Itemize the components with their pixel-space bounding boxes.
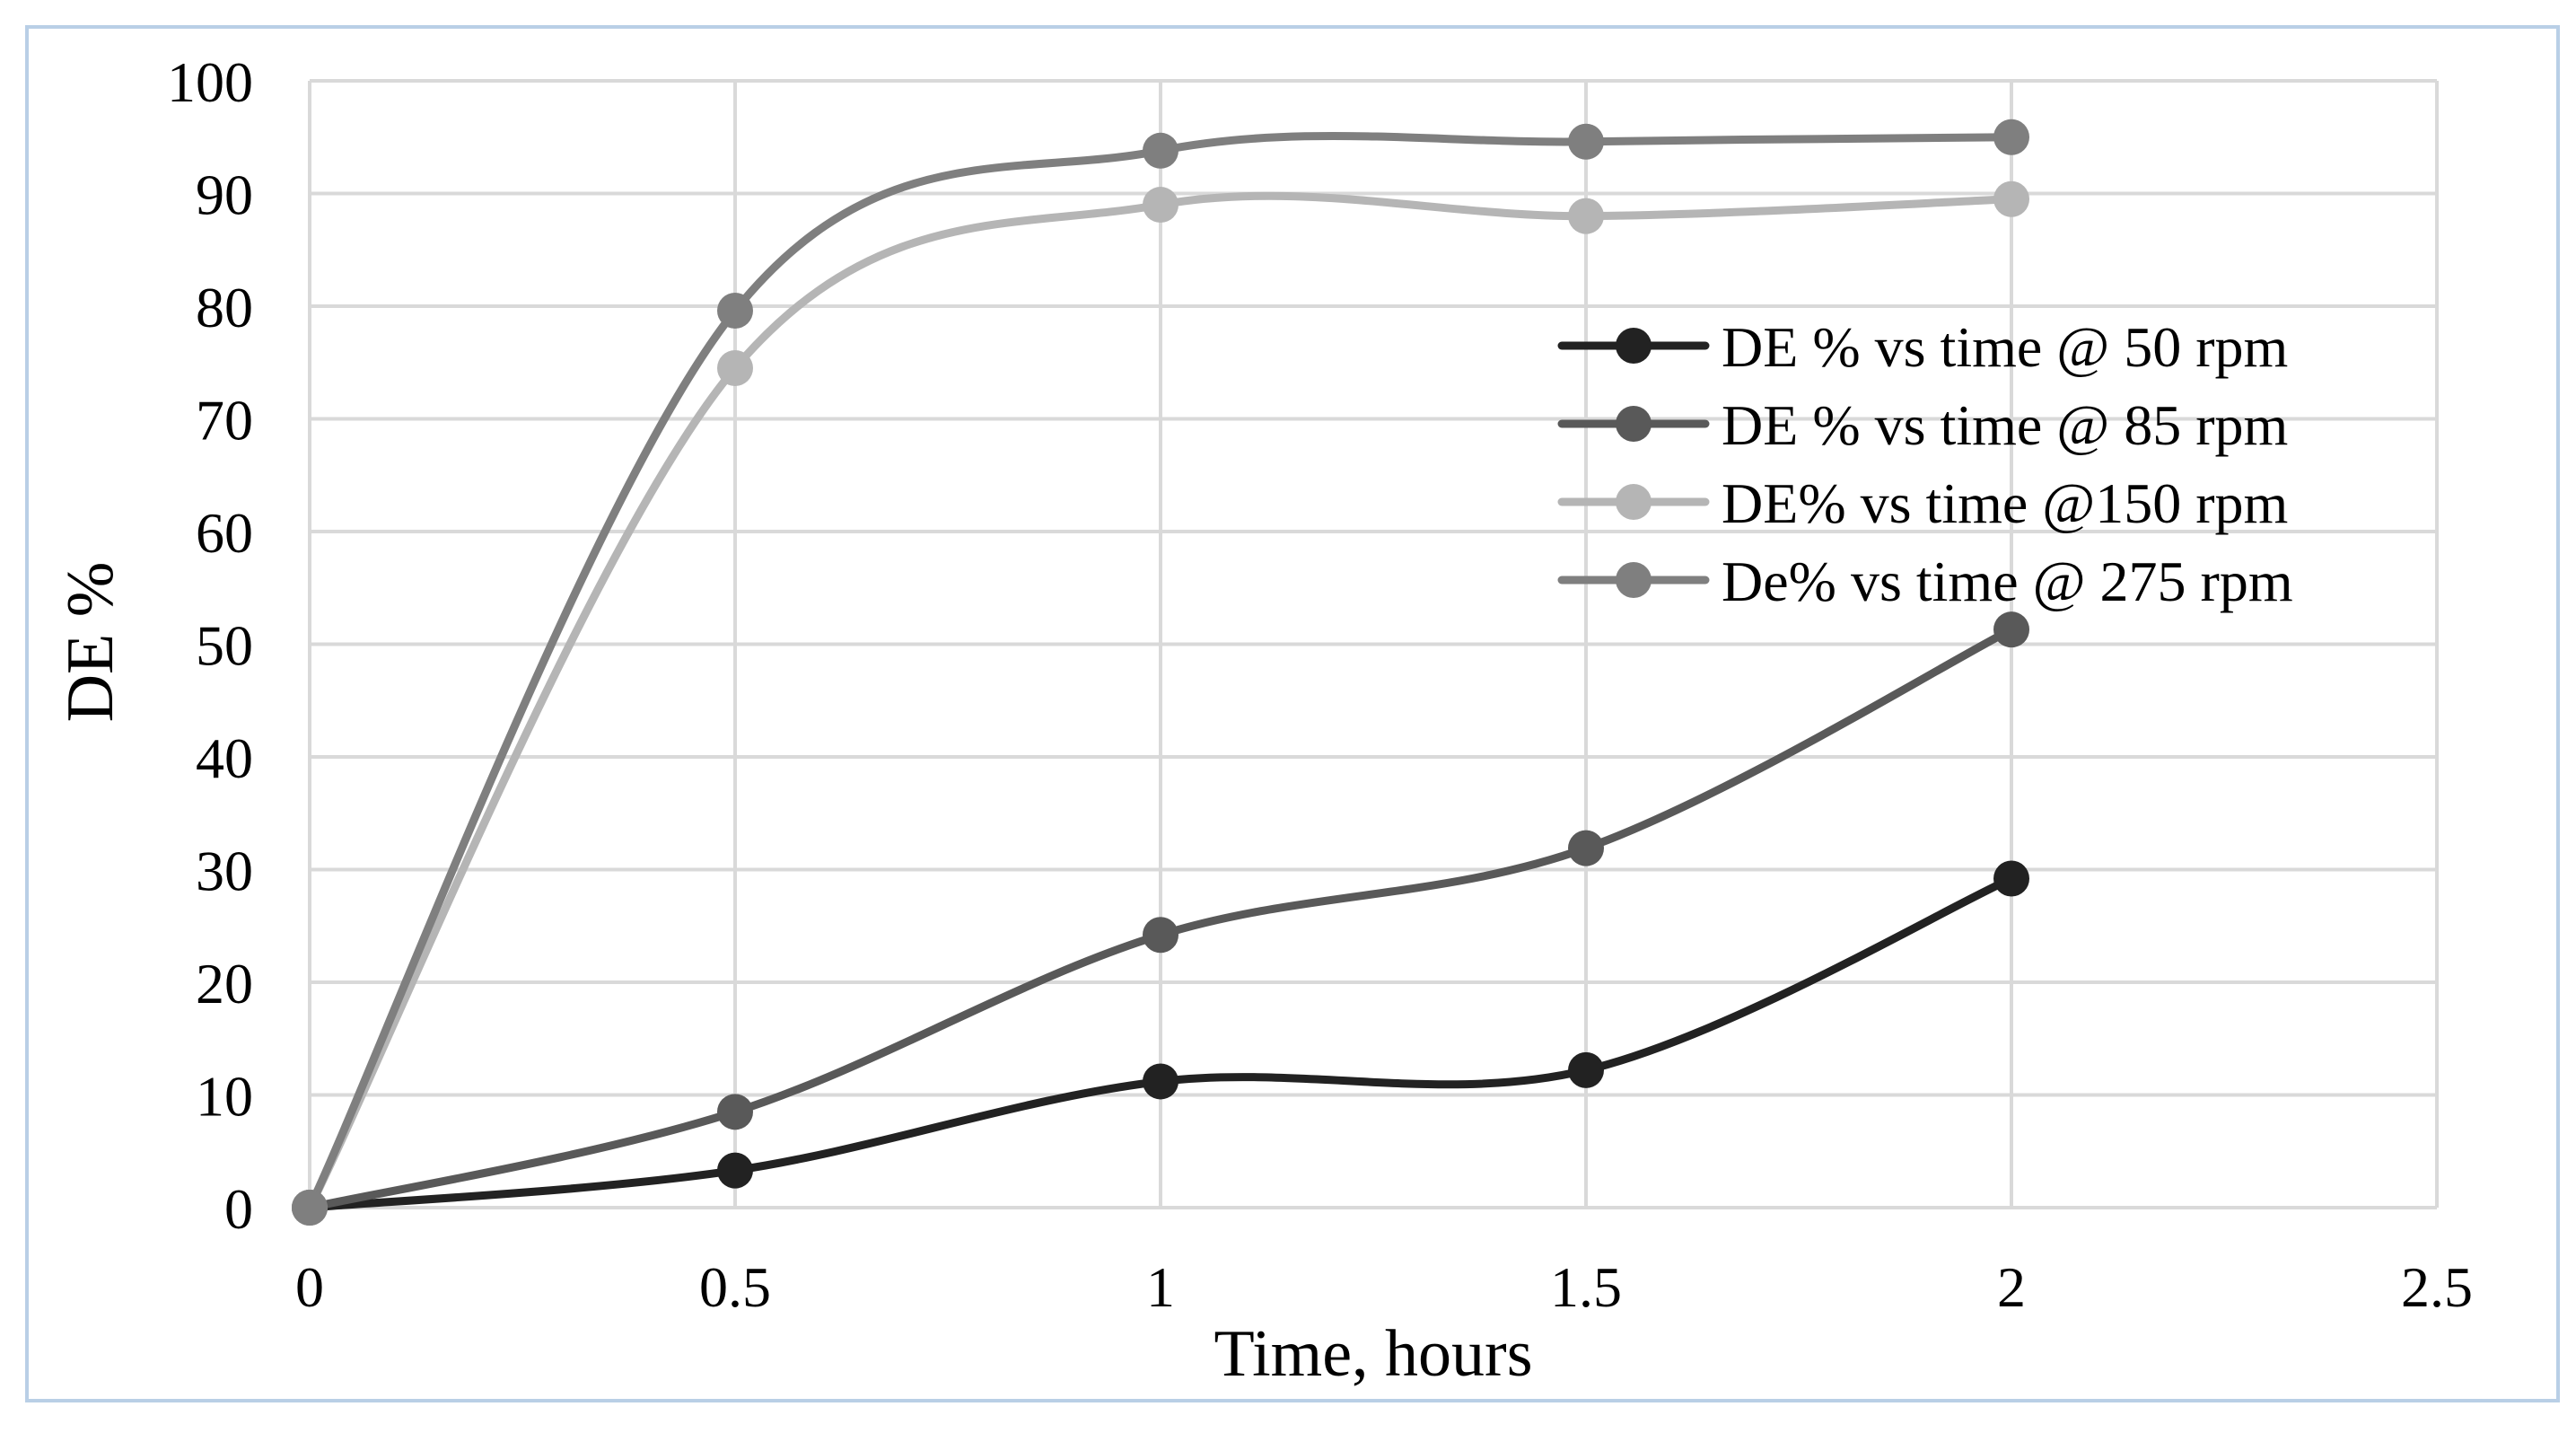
- series-85-rpm-point: [1993, 611, 2029, 648]
- series-50-rpm-point: [1568, 1051, 1604, 1088]
- legend-swatch-marker: [1616, 406, 1652, 442]
- y-tick-label: 100: [167, 50, 253, 114]
- x-tick-label: 0: [295, 1255, 324, 1319]
- y-tick-label: 60: [196, 501, 253, 565]
- series-markers: [292, 119, 2029, 1226]
- legend-label: DE % vs time @ 50 rpm: [1722, 315, 2288, 379]
- series-150-rpm-point: [1993, 180, 2029, 217]
- series-150-rpm-point: [1568, 198, 1604, 234]
- series-150-rpm-point: [1143, 187, 1178, 224]
- x-axis-title: Time, hours: [1214, 1317, 1532, 1391]
- y-tick-label: 20: [196, 952, 253, 1015]
- y-tick-label: 80: [196, 276, 253, 339]
- series-50-rpm-point: [1143, 1063, 1178, 1100]
- y-axis-title: DE %: [54, 562, 127, 723]
- gridlines: [308, 79, 2439, 1209]
- series-275-rpm-point: [1143, 132, 1178, 169]
- legend-label: DE% vs time @150 rpm: [1722, 471, 2288, 535]
- series-50-rpm-point: [1993, 860, 2029, 897]
- series-275-rpm-point: [292, 1190, 328, 1226]
- series-150-rpm-point: [717, 350, 753, 387]
- series-85-rpm-point: [717, 1094, 753, 1130]
- x-tick-label: 2.5: [2401, 1255, 2473, 1319]
- series-85-rpm-point: [1568, 830, 1604, 866]
- series-85-rpm-point: [1143, 917, 1178, 954]
- y-tick-label: 40: [196, 726, 253, 790]
- tick-labels: 0 10 20 30 40 50 60 70 80 90 100 0 0.5 1 1.5 2 2.5: [167, 50, 2473, 1319]
- x-tick-label: 2: [1997, 1255, 2026, 1319]
- legend-swatch-marker: [1616, 484, 1652, 520]
- x-tick-label: 1.5: [1550, 1255, 1622, 1319]
- legend-swatch-marker: [1616, 328, 1652, 364]
- series-275-rpm-point: [717, 293, 753, 330]
- legend-label: DE % vs time @ 85 rpm: [1722, 393, 2288, 457]
- series-275-rpm-line: [305, 131, 2016, 1212]
- y-tick-label: 70: [196, 389, 253, 453]
- y-tick-label: 90: [196, 163, 253, 227]
- x-tick-label: 1: [1146, 1255, 1175, 1319]
- legend: DE % vs time @ 50 rpm DE % vs time @ 85 r…: [1557, 315, 2293, 613]
- y-tick-label: 50: [196, 614, 253, 678]
- series-275-rpm-point: [1568, 123, 1604, 160]
- y-tick-label: 10: [196, 1065, 253, 1129]
- y-tick-label: 0: [224, 1177, 253, 1241]
- series-275-rpm-point: [1993, 119, 2029, 155]
- y-tick-label: 30: [196, 840, 253, 903]
- legend-swatch-marker: [1616, 562, 1652, 598]
- series-150-rpm-line: [305, 191, 2016, 1212]
- legend-label: De% vs time @ 275 rpm: [1722, 549, 2293, 613]
- x-tick-label: 0.5: [699, 1255, 771, 1319]
- chart-border: [25, 25, 2560, 1402]
- series-50-rpm-point: [717, 1152, 753, 1189]
